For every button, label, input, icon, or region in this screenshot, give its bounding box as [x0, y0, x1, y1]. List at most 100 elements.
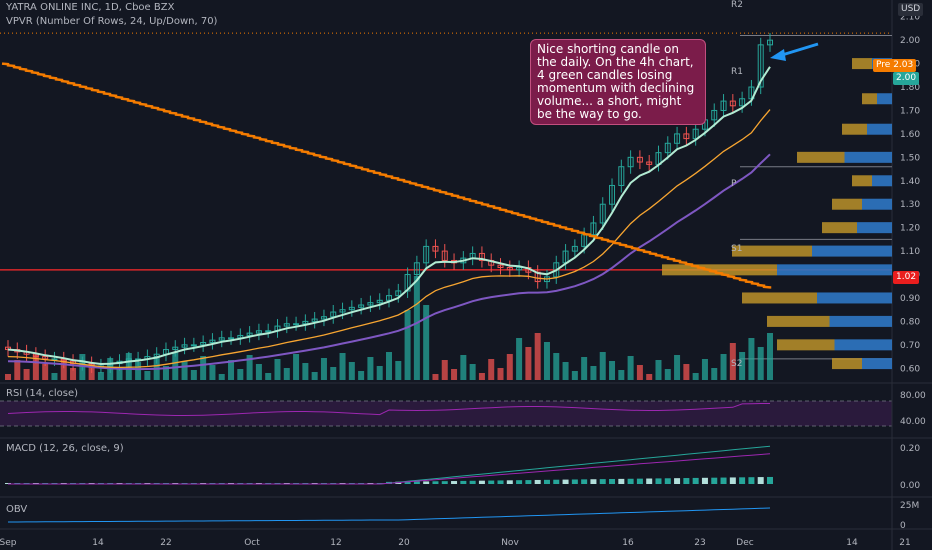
vpvr-bar-down-8 [662, 264, 777, 276]
volume-bar [246, 355, 253, 380]
volume-bar [488, 359, 495, 380]
time-axis-label: Nov [501, 538, 519, 548]
volume-bar [218, 374, 225, 380]
candle-body [636, 156, 643, 163]
macd-tick-label: 0.20 [900, 444, 920, 454]
candle-body [246, 332, 253, 336]
macd-histogram-bar [674, 478, 681, 484]
volume-bar [348, 362, 355, 380]
candle-body [255, 330, 262, 334]
macd-histogram-bar [423, 481, 430, 484]
candle-body [320, 316, 327, 320]
volume-bar [97, 372, 104, 380]
candle-body [683, 133, 690, 140]
candle-body [553, 262, 560, 278]
candle-body [739, 98, 746, 107]
volume-bar [265, 373, 272, 380]
candle-body [228, 337, 235, 340]
price-tick-label: 1.10 [900, 247, 920, 257]
red-line-tag: 1.02 [893, 271, 920, 284]
macd-histogram-bar [451, 481, 458, 484]
macd-histogram-bar [757, 477, 764, 484]
macd-histogram-bar [497, 480, 504, 484]
volume-bar [757, 347, 764, 380]
vpvr-bar-up-2 [867, 123, 892, 135]
macd-histogram-bar [534, 479, 541, 484]
time-axis-label: 23 [694, 538, 705, 548]
macd-histogram-bar [478, 480, 485, 484]
macd-histogram-bar [525, 480, 532, 484]
vpvr-bar-down-4 [852, 175, 872, 187]
macd-histogram-bar [432, 481, 439, 484]
candle-body [757, 44, 764, 88]
rsi-tick-label: 80.00 [900, 391, 926, 401]
pre-market-tag: Pre 2.03 [873, 59, 917, 72]
volume-bar [553, 353, 560, 380]
vpvr-bar-up-3 [844, 151, 892, 163]
volume-bar [330, 367, 337, 380]
vpvr-bar-down-3 [797, 151, 845, 163]
volume-bar [293, 354, 300, 380]
macd-signal-line [8, 453, 771, 485]
vpvr-bar-down-7 [732, 245, 812, 257]
candle-body [311, 318, 318, 322]
price-tick-label: 1.60 [900, 130, 920, 140]
volume-bar [664, 369, 671, 380]
candle-body [720, 100, 727, 111]
volume-bar [478, 373, 485, 380]
vpvr-bar-up-7 [812, 245, 892, 257]
vpvr-bar-up-12 [862, 358, 892, 370]
candle-body [618, 166, 625, 186]
ema-fast-line [7, 66, 771, 366]
candle-body [729, 100, 736, 107]
candle-body [599, 203, 606, 224]
volume-bar [358, 371, 365, 380]
time-axis-label: 14 [846, 538, 858, 548]
ema-slow-line [7, 153, 771, 371]
rsi-line [7, 403, 770, 416]
candle-body [423, 245, 430, 264]
macd-histogram-bar [683, 478, 690, 484]
volume-bar [125, 353, 132, 380]
volume-bar [162, 366, 169, 380]
candle-body [674, 133, 681, 144]
volume-bar [441, 360, 448, 380]
vpvr-bar-up-1 [877, 93, 892, 105]
volume-bar [367, 357, 374, 380]
macd-histogram-bar [590, 479, 597, 484]
vpvr-bar-down-6 [822, 222, 857, 234]
candle-body [172, 346, 179, 351]
rsi-label: RSI (14, close) [6, 388, 79, 399]
vpvr-bar-down-0 [852, 58, 872, 70]
volume-bar [88, 363, 95, 380]
candle-body [664, 142, 671, 154]
volume-bar [562, 362, 569, 380]
candle-body [646, 161, 653, 165]
arrow-shaft [781, 42, 819, 57]
annotation-callout[interactable]: Nice shorting candle on the daily. On th… [530, 39, 706, 125]
macd-histogram-bar [506, 480, 513, 484]
volume-bar [469, 364, 476, 380]
macd-histogram-bar [748, 477, 755, 484]
volume-bar [5, 374, 11, 380]
currency-tag[interactable]: USD [898, 3, 924, 16]
volume-bar [636, 365, 643, 380]
macd-histogram-bar [655, 478, 662, 484]
candle-body [200, 342, 207, 346]
volume-bar [14, 360, 21, 380]
macd-histogram-bar [571, 479, 578, 484]
vpvr-bar-up-5 [862, 198, 892, 210]
macd-histogram-bar [404, 481, 411, 484]
macd-histogram-bar [627, 478, 634, 484]
obv-label: OBV [6, 504, 28, 515]
candle-body [302, 320, 309, 325]
candle-body [42, 356, 49, 360]
candle-body [441, 250, 448, 261]
candle-body [432, 245, 439, 252]
vpvr-bar-up-8 [777, 264, 892, 276]
volume-bar [701, 359, 708, 380]
price-tick-label: 1.20 [900, 224, 920, 234]
volume-bar [729, 343, 736, 380]
volume-bar [618, 370, 625, 380]
macd-histogram-bar [618, 478, 625, 484]
